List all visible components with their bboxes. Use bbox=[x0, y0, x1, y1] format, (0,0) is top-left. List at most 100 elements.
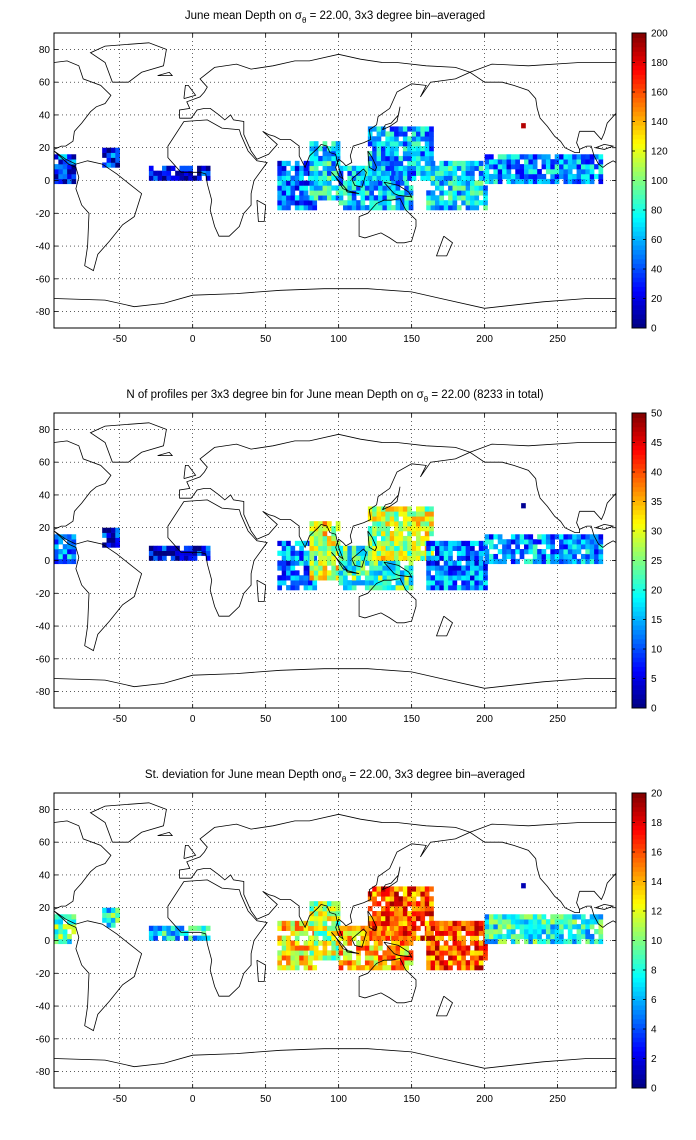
data-bin bbox=[510, 914, 516, 920]
data-bin bbox=[559, 914, 564, 920]
data-bin bbox=[351, 930, 357, 936]
data-bin bbox=[470, 925, 475, 931]
data-bin bbox=[335, 940, 341, 946]
data-bin bbox=[290, 165, 296, 171]
colorbar-segment bbox=[632, 802, 646, 808]
data-bin bbox=[307, 965, 313, 971]
data-bin bbox=[157, 170, 163, 176]
data-bin bbox=[430, 160, 436, 167]
data-bin bbox=[407, 911, 412, 917]
data-bin bbox=[385, 506, 391, 512]
data-bin bbox=[67, 549, 72, 555]
data-bin bbox=[347, 935, 353, 941]
data-bin bbox=[524, 159, 529, 165]
data-bin bbox=[277, 560, 283, 566]
colorbar-segment bbox=[632, 37, 646, 43]
data-bin bbox=[54, 938, 59, 945]
colorbar-segment bbox=[632, 431, 646, 437]
data-bin bbox=[493, 933, 499, 940]
data-bin bbox=[110, 152, 116, 158]
data-bin bbox=[364, 925, 370, 931]
data-bin bbox=[429, 126, 434, 132]
data-bin bbox=[281, 575, 287, 581]
data-bin bbox=[335, 195, 341, 201]
data-bin bbox=[484, 173, 490, 180]
data-bin bbox=[430, 560, 436, 566]
data-bin bbox=[594, 929, 599, 935]
data-bin bbox=[391, 180, 396, 186]
data-bin bbox=[188, 175, 193, 181]
data-bin bbox=[443, 945, 449, 951]
data-bin bbox=[589, 549, 595, 555]
coastline bbox=[54, 288, 616, 309]
data-bin bbox=[537, 539, 542, 545]
colorbar-segment bbox=[632, 157, 646, 163]
grid bbox=[54, 793, 616, 1088]
data-bin bbox=[335, 906, 341, 912]
data-bin bbox=[572, 154, 577, 160]
data-bin bbox=[343, 940, 348, 946]
data-bin bbox=[378, 580, 383, 586]
data-bin bbox=[493, 914, 499, 920]
data-bin bbox=[347, 545, 353, 551]
data-bin bbox=[376, 155, 382, 162]
data-bin bbox=[286, 185, 291, 191]
data-bin bbox=[148, 555, 154, 561]
data-bin bbox=[351, 180, 357, 186]
data-bin bbox=[452, 585, 458, 591]
data-bin bbox=[429, 930, 434, 936]
data-bin bbox=[426, 195, 431, 201]
data-bin bbox=[326, 915, 332, 922]
data-bin bbox=[478, 550, 484, 556]
data-bin bbox=[364, 180, 370, 186]
data-bin bbox=[402, 155, 408, 162]
data-bin bbox=[313, 165, 319, 171]
data-bin bbox=[585, 549, 591, 555]
data-bin bbox=[541, 539, 547, 545]
data-bin bbox=[594, 154, 599, 160]
data-bin bbox=[299, 195, 304, 201]
data-bin bbox=[434, 180, 440, 186]
data-bin bbox=[448, 950, 453, 956]
data-bin bbox=[572, 553, 577, 560]
data-bins bbox=[54, 123, 604, 211]
data-bin bbox=[360, 170, 366, 176]
data-bin bbox=[594, 938, 599, 945]
colorbar-segment bbox=[632, 546, 646, 552]
data-bin bbox=[465, 160, 471, 167]
data-bin bbox=[389, 535, 395, 542]
y-tick-label: 0 bbox=[44, 556, 50, 567]
data-bin bbox=[572, 539, 577, 545]
data-bin bbox=[407, 155, 412, 162]
data-bin bbox=[478, 585, 484, 591]
data-bin bbox=[470, 170, 475, 176]
data-bin bbox=[386, 545, 392, 551]
data-bin bbox=[343, 180, 348, 186]
data-bin bbox=[572, 933, 577, 940]
data-bin bbox=[303, 190, 309, 196]
data-bin bbox=[506, 169, 512, 175]
data-bin bbox=[426, 580, 431, 586]
data-bin bbox=[541, 929, 547, 935]
data-bin bbox=[309, 521, 315, 527]
data-bin bbox=[521, 123, 526, 129]
data-bin bbox=[456, 945, 462, 951]
data-bin bbox=[369, 180, 374, 186]
data-bin bbox=[452, 180, 458, 186]
data-bin bbox=[474, 950, 480, 956]
data-bin bbox=[420, 901, 426, 907]
data-bin bbox=[563, 159, 569, 165]
data-bin bbox=[502, 154, 507, 160]
data-bin bbox=[386, 570, 392, 576]
x-tick-label: 200 bbox=[476, 334, 493, 345]
data-bin bbox=[474, 935, 480, 941]
data-bin bbox=[434, 200, 440, 206]
data-bin bbox=[299, 190, 304, 196]
data-bin bbox=[465, 965, 471, 971]
data-bin bbox=[580, 929, 586, 935]
data-bin bbox=[493, 553, 499, 560]
data-bin bbox=[439, 185, 445, 191]
data-bin bbox=[559, 154, 564, 160]
data-bin bbox=[474, 180, 480, 186]
